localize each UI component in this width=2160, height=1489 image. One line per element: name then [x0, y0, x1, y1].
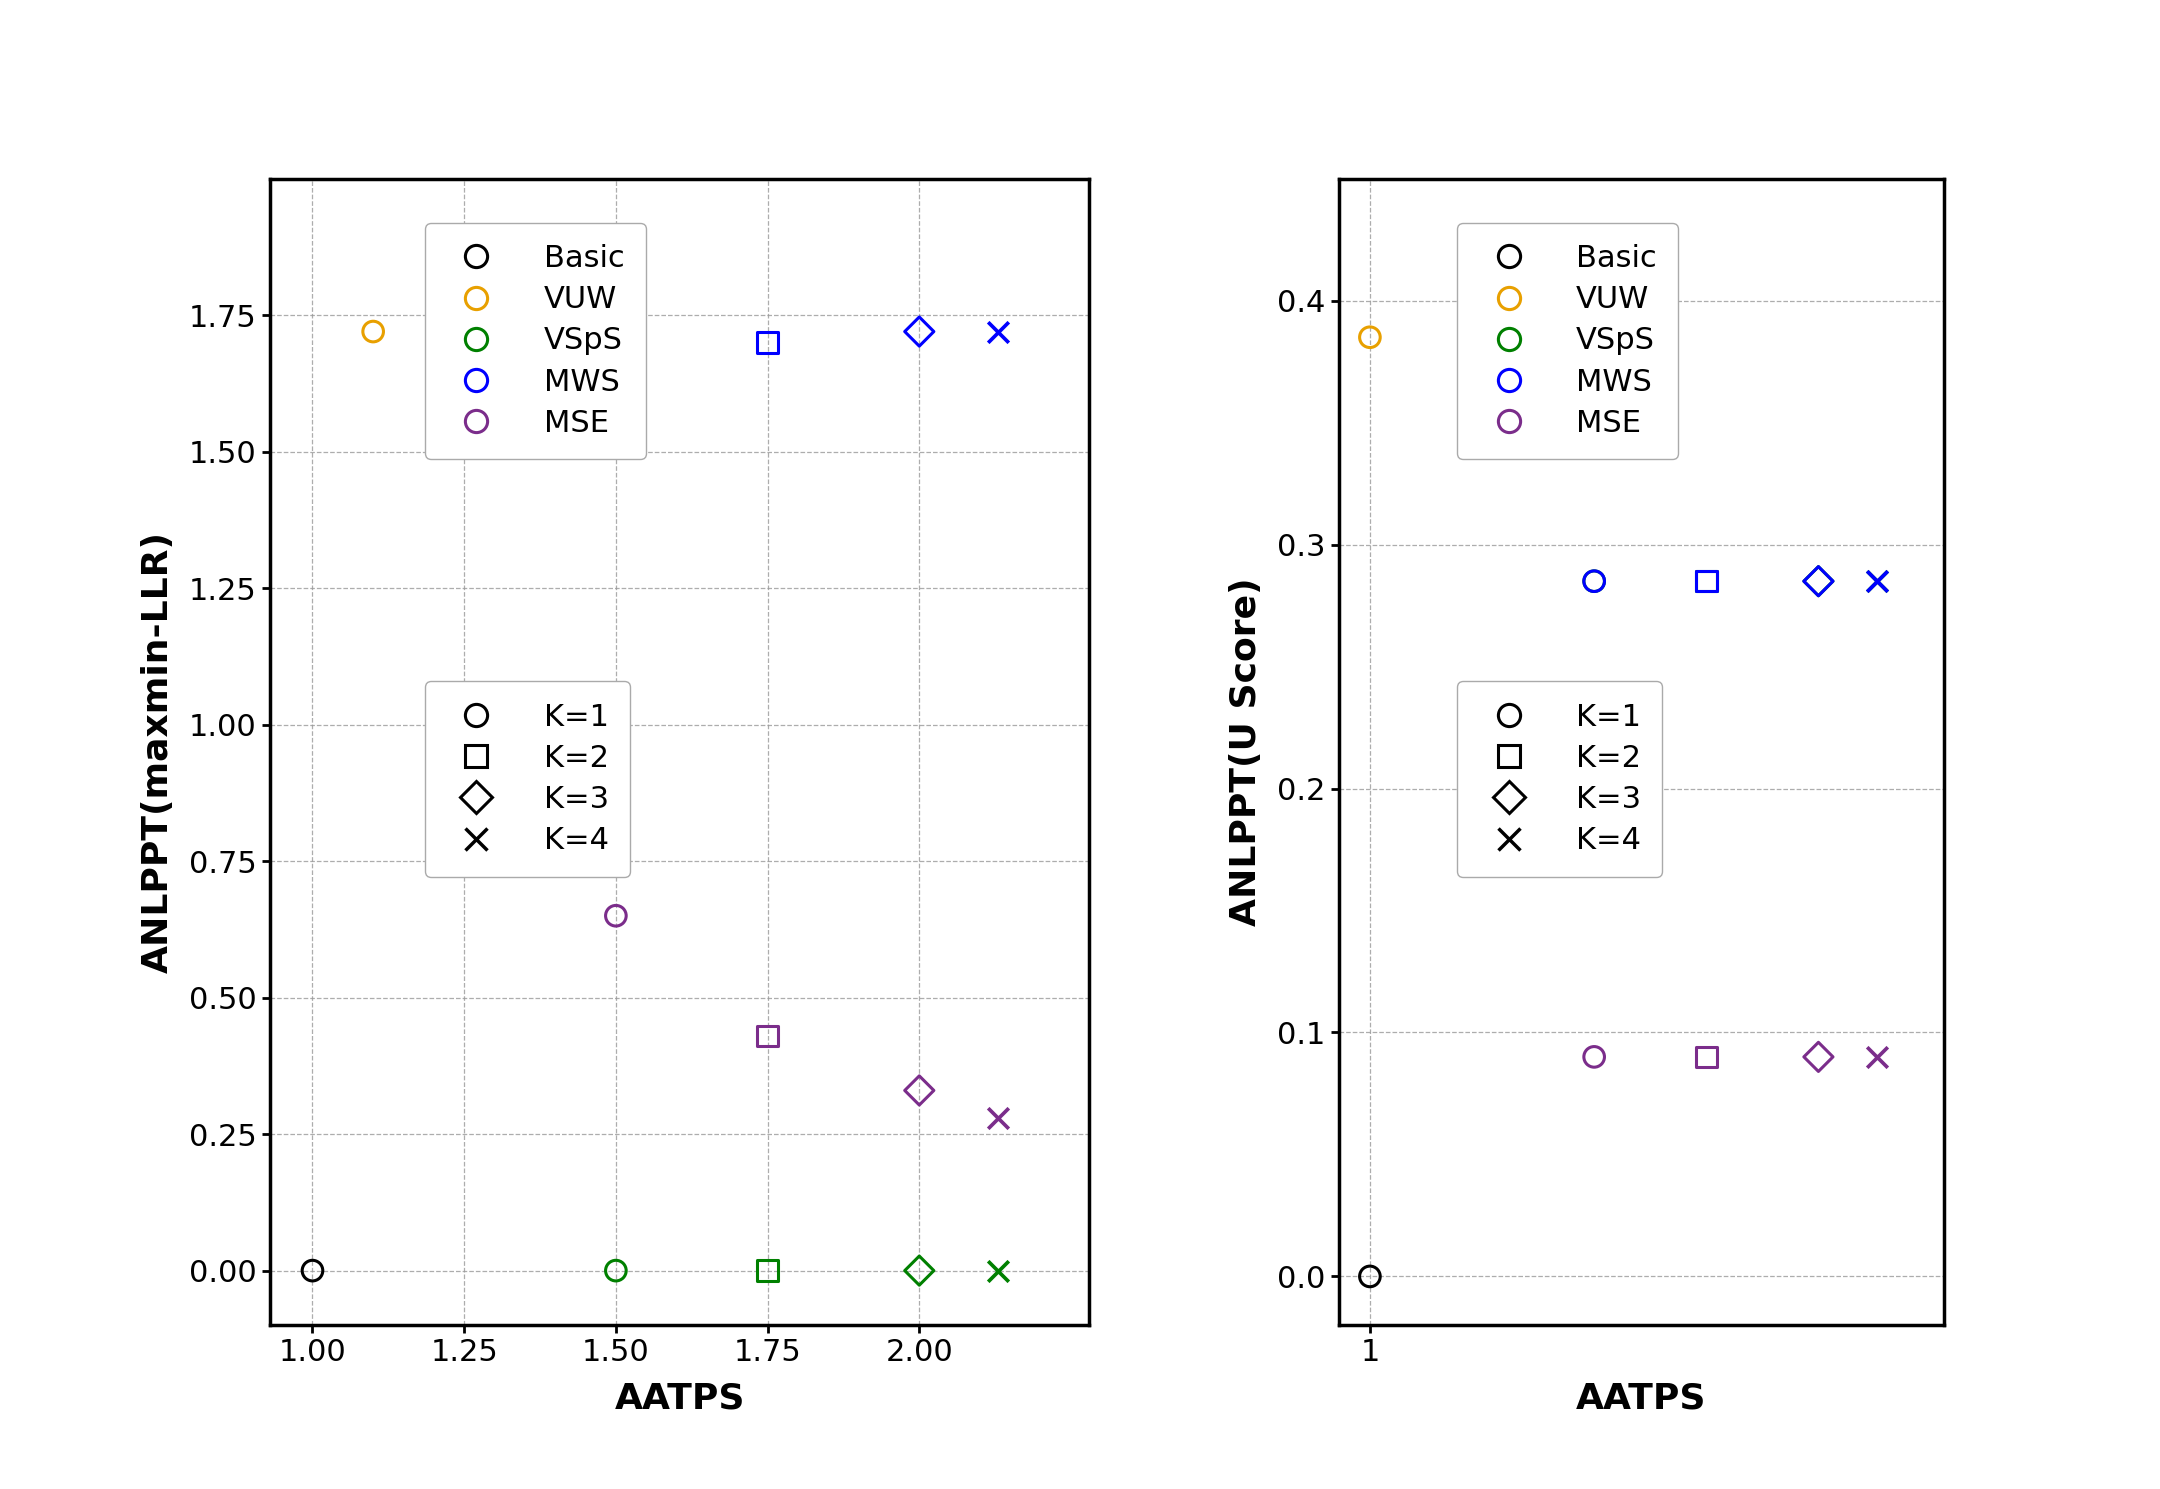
- Point: [1689, 569, 1724, 593]
- Point: [1860, 569, 1894, 593]
- X-axis label: AATPS: AATPS: [613, 1382, 745, 1415]
- Point: [1352, 1264, 1387, 1288]
- Y-axis label: ANLPPT(U Score): ANLPPT(U Score): [1229, 578, 1264, 926]
- Point: [356, 320, 391, 344]
- Point: [981, 1106, 1015, 1130]
- Point: [981, 1258, 1015, 1282]
- Point: [1801, 569, 1836, 593]
- Point: [598, 320, 633, 344]
- Point: [1689, 1045, 1724, 1069]
- Point: [903, 1078, 937, 1102]
- Y-axis label: ANLPPT(maxmin-LLR): ANLPPT(maxmin-LLR): [140, 532, 175, 972]
- Point: [1860, 1045, 1894, 1069]
- Point: [296, 1258, 330, 1282]
- Point: [750, 1258, 784, 1282]
- Legend: K=1, K=2, K=3, K=4: K=1, K=2, K=3, K=4: [426, 682, 631, 877]
- Point: [981, 320, 1015, 344]
- Point: [1577, 569, 1611, 593]
- Point: [1689, 569, 1724, 593]
- Point: [598, 904, 633, 928]
- Point: [598, 1258, 633, 1282]
- Point: [1860, 569, 1894, 593]
- Point: [1577, 569, 1611, 593]
- Point: [903, 1258, 937, 1282]
- Point: [1801, 1045, 1836, 1069]
- Point: [1352, 325, 1387, 348]
- Point: [750, 1024, 784, 1048]
- Point: [1577, 1045, 1611, 1069]
- Legend: K=1, K=2, K=3, K=4: K=1, K=2, K=3, K=4: [1456, 682, 1663, 877]
- Point: [1801, 569, 1836, 593]
- Point: [903, 320, 937, 344]
- Point: [750, 331, 784, 354]
- X-axis label: AATPS: AATPS: [1577, 1382, 1706, 1415]
